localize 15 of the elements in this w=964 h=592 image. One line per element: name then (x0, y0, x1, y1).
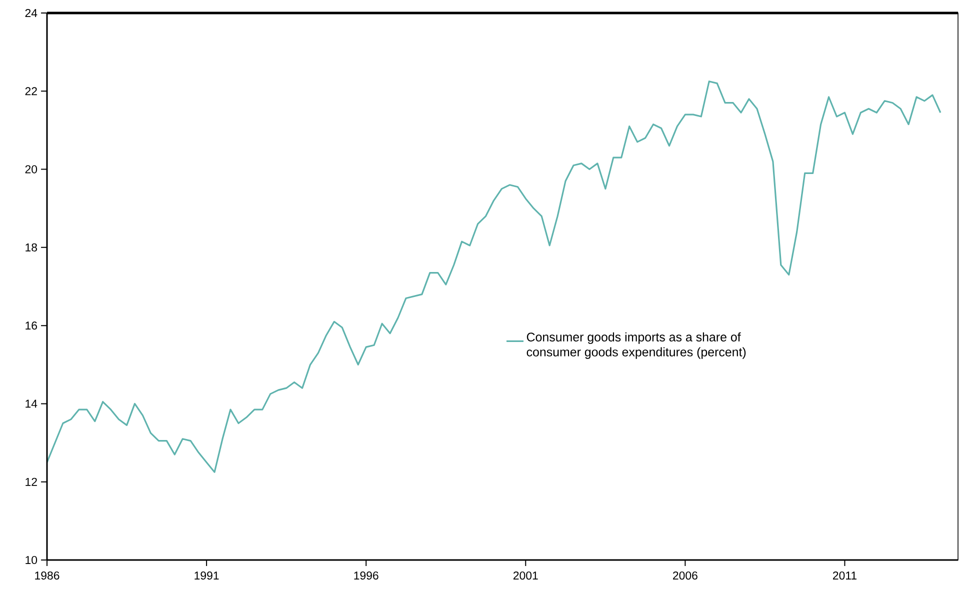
legend-label: Consumer goods imports as a share of consumer goods expenditures (percent) (526, 332, 746, 359)
x-tick-label: 1991 (194, 571, 219, 580)
x-tick-label: 1986 (35, 571, 60, 580)
y-tick-label: 22 (25, 87, 37, 96)
y-tick-label: 18 (26, 243, 38, 252)
y-tick-label: 16 (26, 322, 37, 330)
y-tick-label: 20 (25, 165, 38, 174)
x-tick-label: 2011 (832, 571, 856, 580)
y-tick-label: 14 (26, 400, 38, 408)
y-tick-label: 24 (25, 8, 38, 17)
x-tick-label: 2001 (513, 571, 538, 580)
x-tick-label: 1996 (354, 571, 378, 580)
y-tick-label: 12 (26, 478, 37, 486)
x-tick-label: 2006 (673, 571, 698, 580)
y-tick-label: 10 (26, 556, 38, 564)
